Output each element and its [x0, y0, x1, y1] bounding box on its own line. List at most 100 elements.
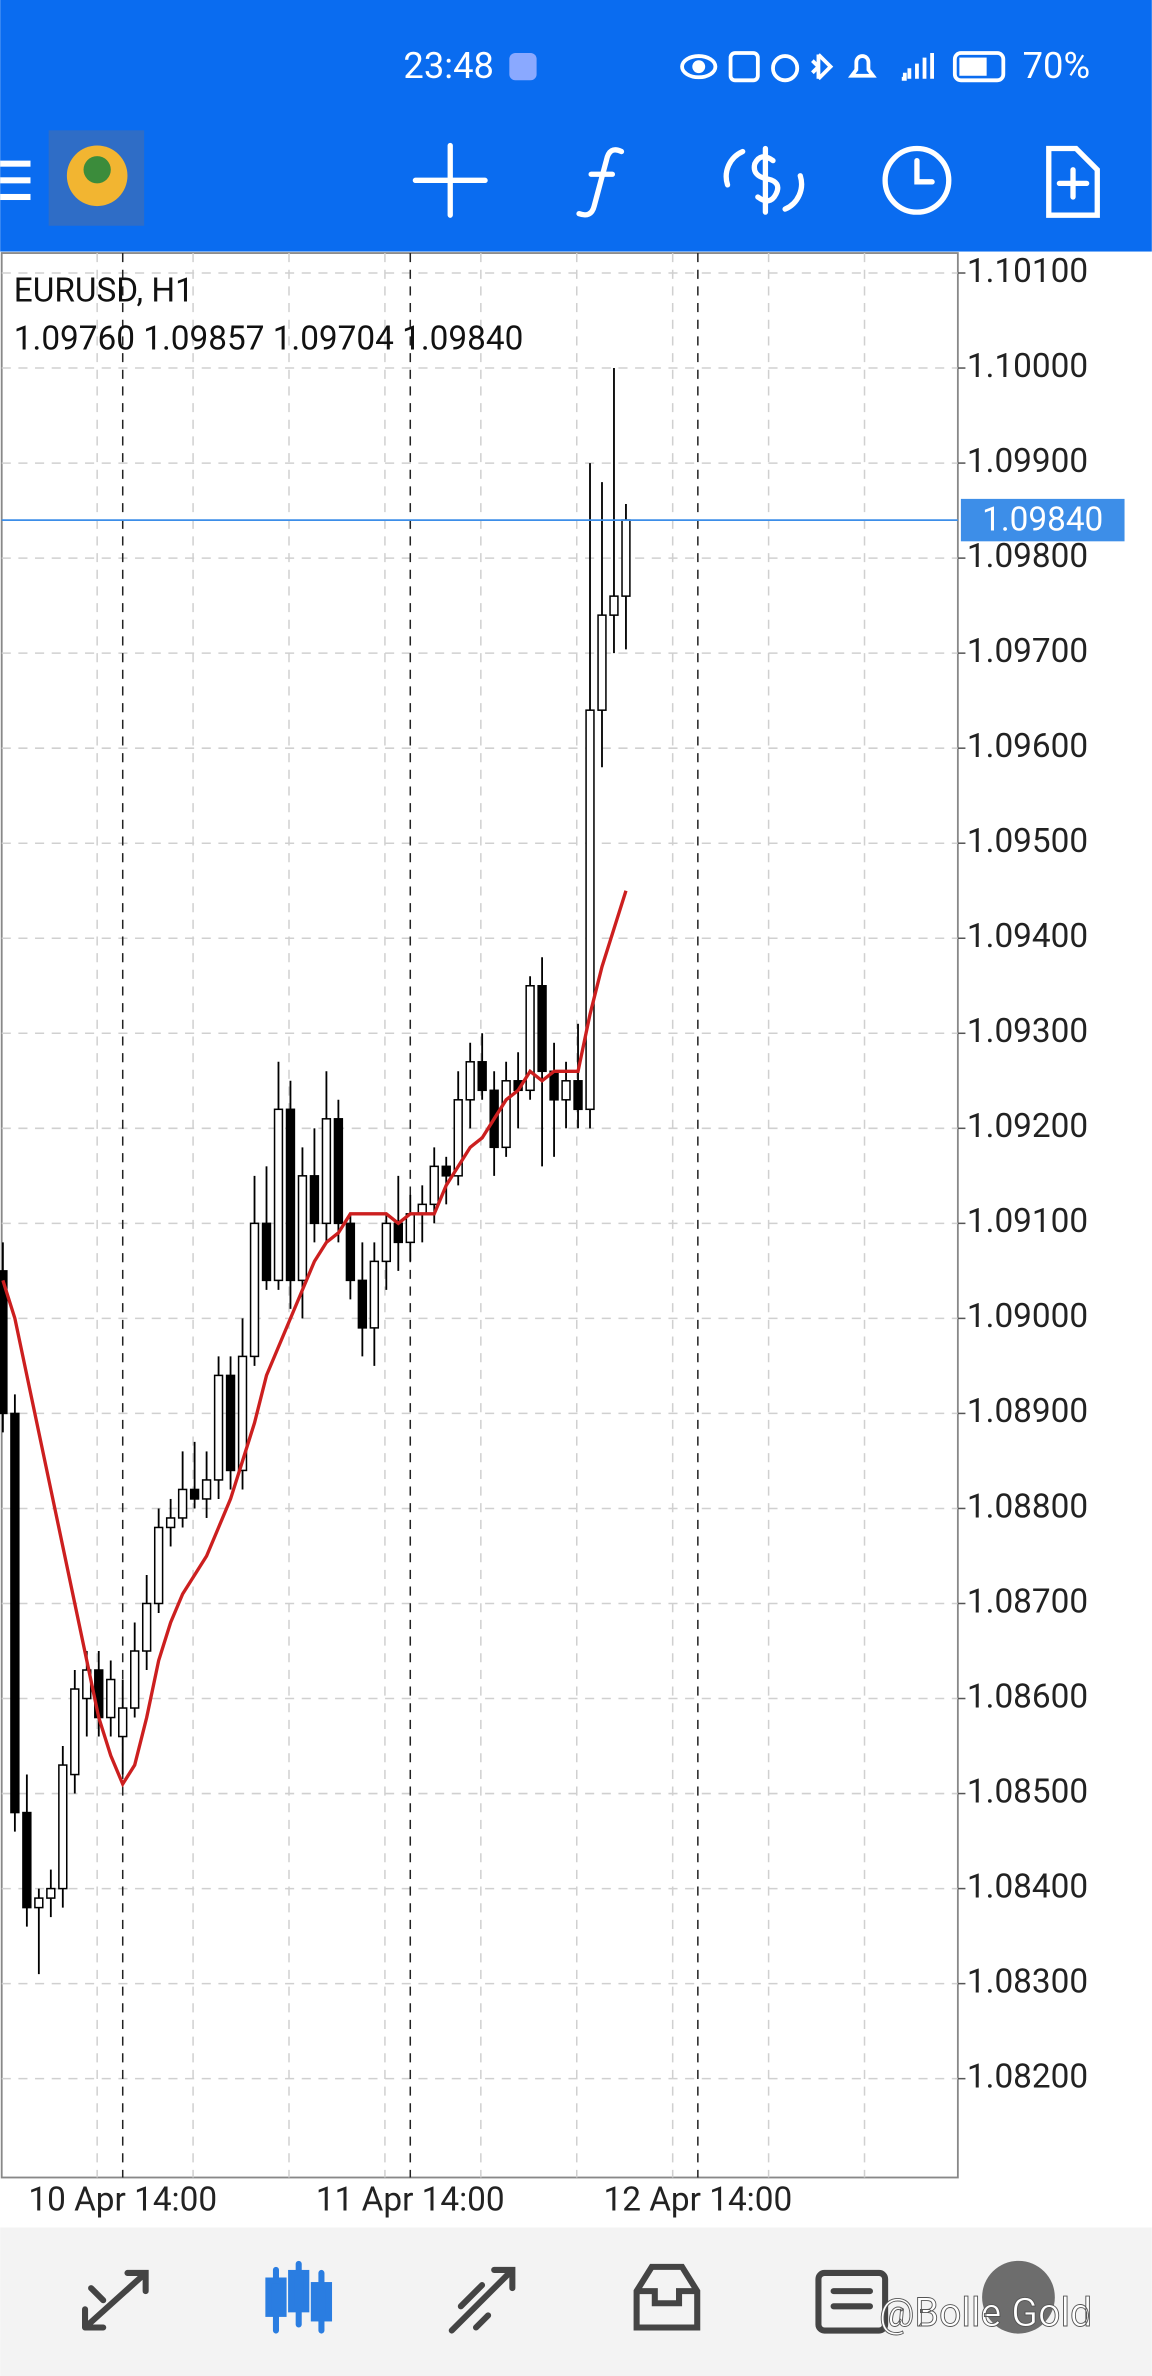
status-battery: 70% [1023, 44, 1091, 87]
candle-body [285, 1108, 296, 1282]
candle-body [225, 1374, 236, 1472]
y-tick-label: 1.08700 [967, 1582, 1088, 1621]
candle-body [525, 985, 535, 1092]
y-tick-label: 1.10000 [967, 347, 1088, 386]
candle-body [22, 1811, 32, 1909]
candle-body [10, 1412, 20, 1814]
news-tab[interactable] [815, 2269, 889, 2334]
y-tick-label: 1.09100 [967, 1202, 1088, 1241]
crosshair-button[interactable] [412, 142, 488, 218]
candle-body [165, 1517, 176, 1529]
price-label: 1.09840 [982, 500, 1103, 539]
new-order-button[interactable] [1046, 145, 1100, 218]
chart-tab[interactable] [265, 2260, 333, 2334]
x-tick-label: 12 Apr 14:00 [603, 2181, 792, 2220]
y-tick-label: 1.09900 [967, 442, 1088, 481]
y-tick-label: 1.09700 [967, 632, 1088, 671]
candle-body [130, 1650, 140, 1709]
watermark-avatar [982, 2260, 1055, 2334]
candle-body [609, 595, 619, 616]
candle-body [621, 519, 631, 597]
candle-body [321, 1118, 332, 1225]
trade-tab[interactable] [448, 2266, 516, 2334]
candle-body [273, 1108, 284, 1282]
candle-body [333, 1118, 344, 1225]
top-bar [0, 0, 1152, 252]
y-tick-label: 1.08600 [967, 1677, 1088, 1716]
candle-body [465, 1061, 475, 1101]
menu-button[interactable] [0, 160, 31, 201]
candle-body [585, 709, 595, 1111]
y-tick-label: 1.09000 [967, 1297, 1088, 1336]
price-box [960, 498, 1125, 542]
trade-button[interactable] [723, 145, 805, 215]
candle-body [297, 1175, 308, 1282]
candle-body [249, 1222, 260, 1358]
y-tick-label: 1.09300 [967, 1012, 1088, 1051]
candle-body [477, 1061, 487, 1092]
quotes-tab[interactable] [82, 2269, 149, 2331]
y-tick-label: 1.10100 [967, 252, 1088, 291]
candle-body [58, 1764, 68, 1890]
candle-body [453, 1099, 463, 1177]
y-tick-label: 1.09400 [967, 917, 1088, 956]
candle-body [201, 1479, 212, 1500]
candle-body [441, 1165, 451, 1177]
watermark: @Bolle Gold [879, 2289, 1092, 2336]
candle-body [213, 1374, 224, 1481]
candle-body [393, 1222, 403, 1244]
x-tick-label: 10 Apr 14:00 [28, 2181, 217, 2220]
candle-body [0, 1270, 8, 1415]
y-tick-label: 1.09200 [967, 1107, 1088, 1146]
candle-body [46, 1887, 56, 1899]
chart: 1.10100 1.10000 1.09900 1.09800 1.09700 1.096… [0, 252, 1125, 2220]
y-tick-label: 1.08800 [967, 1487, 1088, 1526]
status-icon [509, 53, 537, 81]
toolbar [412, 142, 1100, 218]
bottom-nav [0, 2227, 1152, 2376]
candle-body [141, 1602, 152, 1652]
candle-body [118, 1707, 128, 1738]
candle-body [573, 1080, 583, 1111]
candle-body [34, 1897, 44, 1909]
candle-body [501, 1080, 511, 1149]
y-tick-label: 1.08500 [967, 1772, 1088, 1811]
status-icons [680, 51, 1006, 83]
candle-body [381, 1222, 392, 1263]
y-tick-label: 1.08200 [967, 2057, 1088, 2096]
y-tick-label: 1.08900 [967, 1392, 1088, 1431]
candle-body [309, 1175, 320, 1225]
status-time: 23:48 [403, 44, 494, 87]
y-tick-label: 1.08300 [967, 1962, 1088, 2001]
candle-body [70, 1688, 80, 1776]
nav-icons [82, 2260, 889, 2334]
y-tick-label: 1.09800 [967, 537, 1088, 576]
candle-body [237, 1355, 248, 1472]
candle-body [537, 985, 547, 1073]
plot-area [0, 252, 959, 2179]
candle-body [153, 1526, 164, 1605]
candle-body [106, 1678, 116, 1719]
y-tick-label: 1.08400 [967, 1867, 1088, 1906]
candle-body [189, 1488, 200, 1500]
candle-body [597, 614, 607, 711]
candle-body [561, 1080, 571, 1101]
candle-body [345, 1222, 356, 1282]
y-tick-label: 1.09600 [967, 727, 1088, 766]
chart-title: EURUSD, H1 [14, 271, 194, 310]
y-tick-label: 1.09500 [967, 822, 1088, 861]
candle-body [429, 1165, 439, 1206]
candle-body [177, 1488, 188, 1519]
app-logo[interactable] [48, 130, 145, 226]
ohlc-info: 1.09760 1.09857 1.09704 1.09840 [14, 320, 523, 359]
candle-body [261, 1222, 272, 1282]
moving-average [1, 890, 628, 1788]
x-tick-label: 11 Apr 14:00 [316, 2181, 505, 2220]
candle-body [357, 1279, 368, 1329]
indicators-button[interactable] [576, 147, 625, 218]
history-button[interactable] [882, 145, 952, 215]
history-tab[interactable] [633, 2263, 701, 2331]
candle-body [369, 1260, 380, 1329]
